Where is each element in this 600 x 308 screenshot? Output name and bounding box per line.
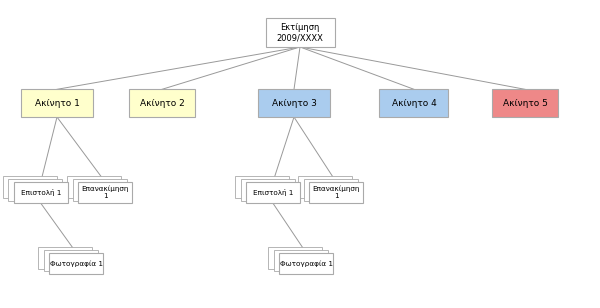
FancyBboxPatch shape — [38, 247, 92, 269]
FancyBboxPatch shape — [492, 89, 558, 117]
Text: Ακίνητο 5: Ακίνητο 5 — [503, 99, 547, 108]
FancyBboxPatch shape — [298, 176, 352, 198]
FancyBboxPatch shape — [129, 89, 195, 117]
Text: Επανακίμηση
1: Επανακίμηση 1 — [82, 186, 128, 199]
FancyBboxPatch shape — [73, 179, 127, 201]
Text: Φωτογραφία 1: Φωτογραφία 1 — [50, 260, 103, 267]
Text: Επανακίμηση
1: Επανακίμηση 1 — [313, 186, 359, 199]
FancyBboxPatch shape — [258, 89, 330, 117]
FancyBboxPatch shape — [8, 179, 62, 201]
Text: Ακίνητο 4: Ακίνητο 4 — [392, 99, 436, 108]
FancyBboxPatch shape — [49, 253, 103, 274]
FancyBboxPatch shape — [246, 182, 300, 203]
Text: Φωτογραφία 1: Φωτογραφία 1 — [280, 260, 332, 267]
FancyBboxPatch shape — [379, 89, 448, 117]
Text: Επιστολή 1: Επιστολή 1 — [253, 189, 293, 196]
FancyBboxPatch shape — [279, 253, 333, 274]
FancyBboxPatch shape — [3, 176, 57, 198]
FancyBboxPatch shape — [78, 182, 132, 203]
FancyBboxPatch shape — [241, 179, 295, 201]
FancyBboxPatch shape — [21, 89, 93, 117]
FancyBboxPatch shape — [67, 176, 121, 198]
FancyBboxPatch shape — [235, 176, 289, 198]
FancyBboxPatch shape — [265, 18, 335, 47]
Text: Επιστολή 1: Επιστολή 1 — [20, 189, 61, 196]
Text: Εκτίμηση
2009/XXXX: Εκτίμηση 2009/XXXX — [277, 23, 323, 42]
Text: Ακίνητο 1: Ακίνητο 1 — [35, 99, 79, 108]
FancyBboxPatch shape — [304, 179, 358, 201]
FancyBboxPatch shape — [14, 182, 68, 203]
FancyBboxPatch shape — [274, 250, 328, 271]
FancyBboxPatch shape — [268, 247, 322, 269]
Text: Ακίνητο 3: Ακίνητο 3 — [272, 99, 316, 108]
Text: Ακίνητο 2: Ακίνητο 2 — [140, 99, 184, 108]
FancyBboxPatch shape — [44, 250, 98, 271]
FancyBboxPatch shape — [309, 182, 363, 203]
